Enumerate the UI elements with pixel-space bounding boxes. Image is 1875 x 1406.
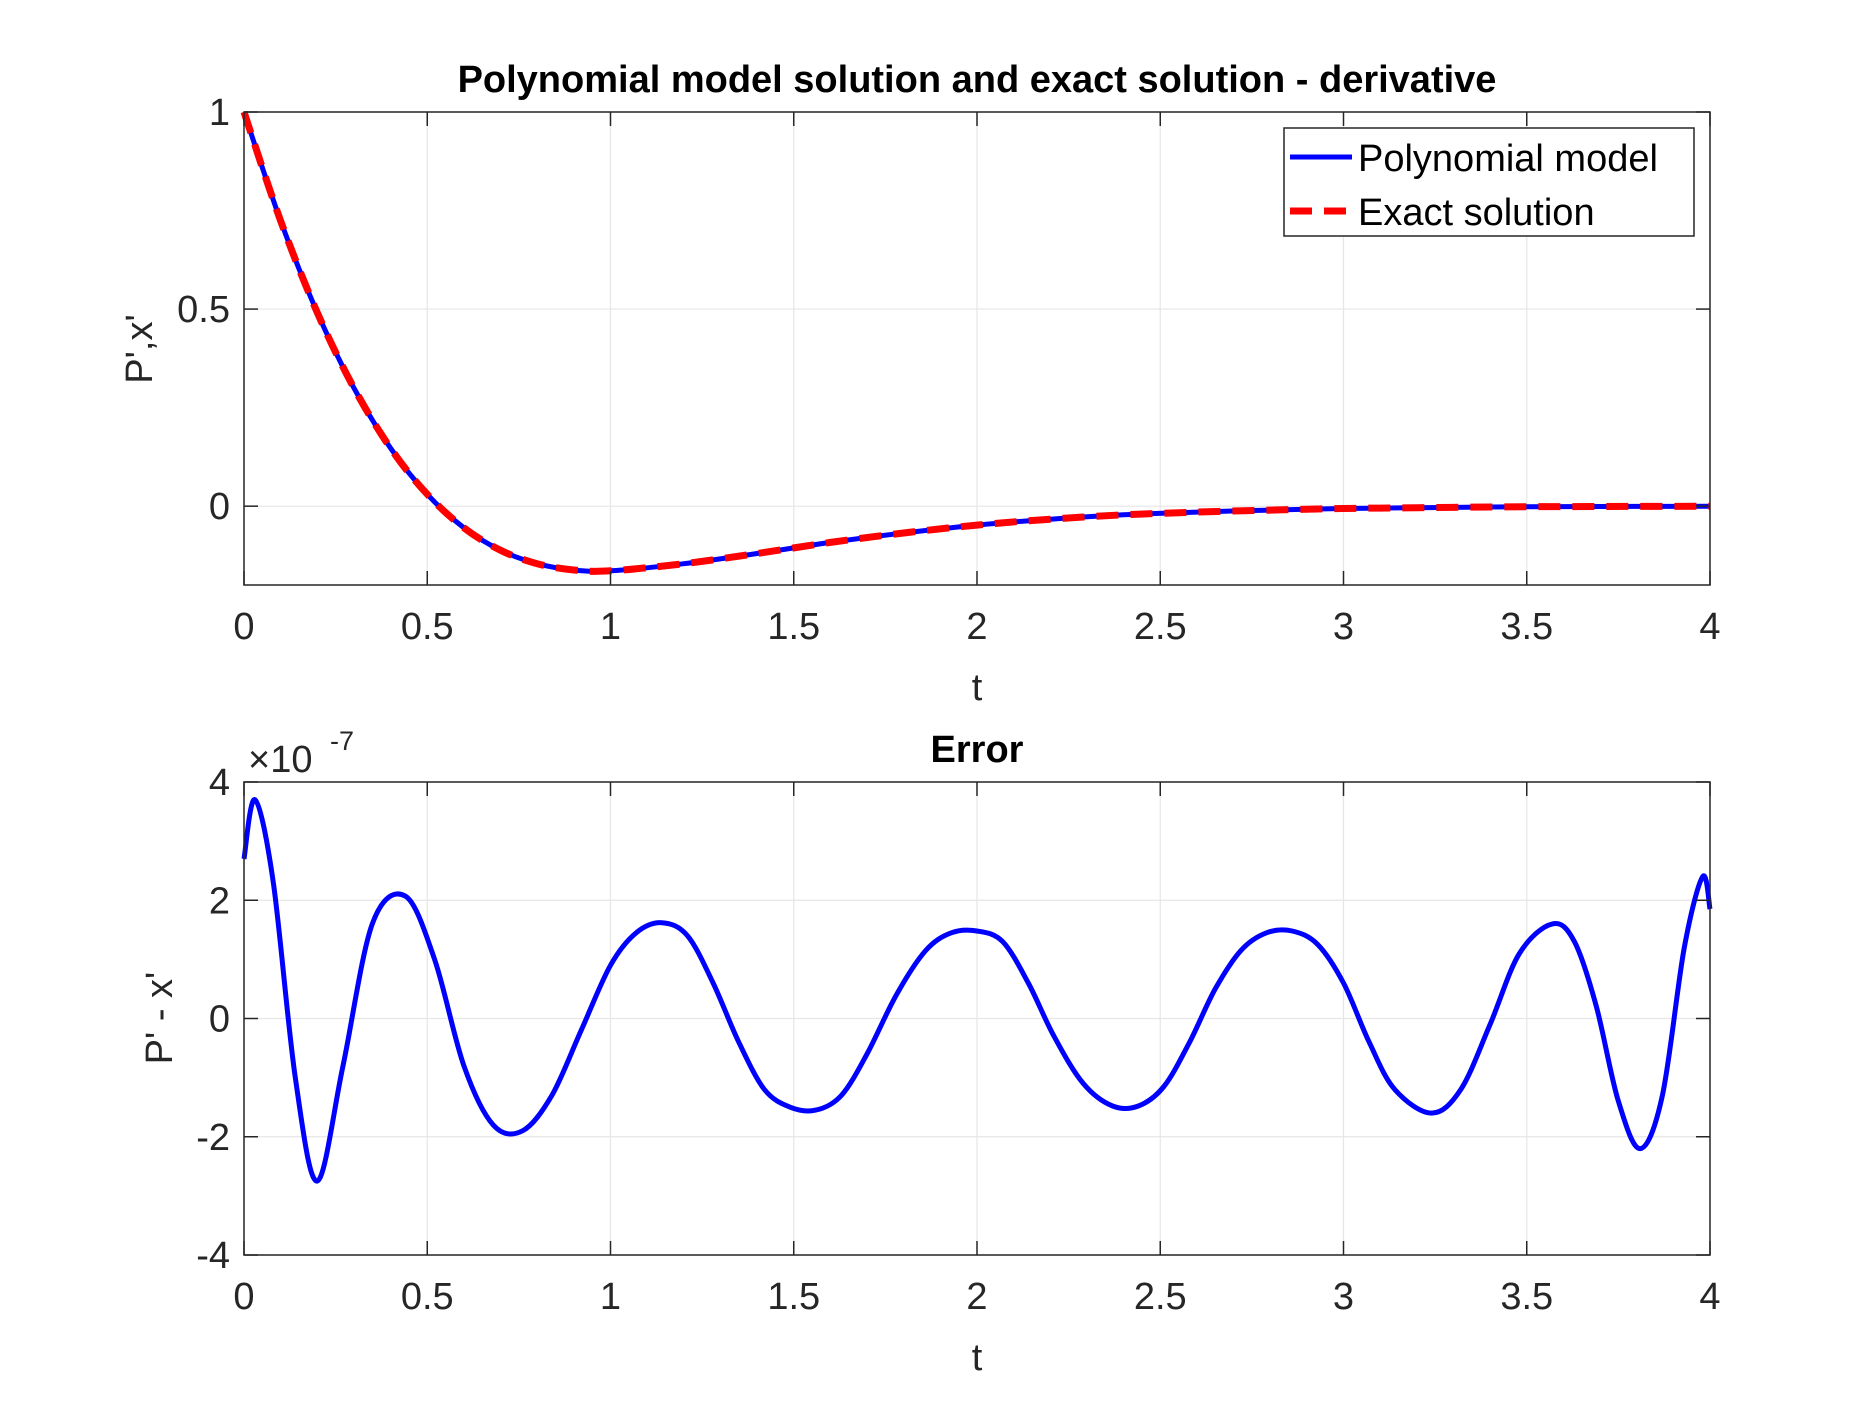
x-tick-label: 2 <box>966 606 987 648</box>
y-axis-exponent-power: -7 <box>330 726 354 756</box>
series-layer <box>241 797 1713 1184</box>
axes-derivative: 0 0.5 1 1.5 2 2.5 3 3.5 4 0 0.5 1 Polynomial model … <box>119 59 1721 709</box>
y-tick-label: -2 <box>196 1117 230 1159</box>
x-tick-label: 0 <box>233 606 254 648</box>
x-tick-label: 2.5 <box>1134 606 1187 648</box>
x-axis-label: t <box>972 667 983 709</box>
chart-title: Polynomial model solution and exact solu… <box>458 59 1497 101</box>
x-tick-label: 1.5 <box>767 1276 820 1318</box>
legend-box <box>1283 127 1695 237</box>
x-tick-label: 1.5 <box>767 606 820 648</box>
y-axis-label: P',x' <box>119 314 161 383</box>
legend-label-exact-solution: Exact solution <box>1358 192 1595 234</box>
y-axis-label: P' - x' <box>139 972 181 1065</box>
y-tick-label: 0.5 <box>177 289 230 331</box>
x-tick-label: 2.5 <box>1134 1276 1187 1318</box>
y-tick-label: 0 <box>209 486 230 528</box>
series-layer <box>240 110 1711 575</box>
x-tick-label: 4 <box>1699 606 1720 648</box>
x-tick-label: 0 <box>233 1276 254 1318</box>
x-tick-label: 3.5 <box>1500 606 1553 648</box>
x-tick-label: 0.5 <box>401 1276 454 1318</box>
x-tick-label: 0.5 <box>401 606 454 648</box>
y-tick-label: 2 <box>209 880 230 922</box>
x-tick-label: 1 <box>600 1276 621 1318</box>
tick-layer: 0 0.5 1 1.5 2 2.5 3 3.5 4 -4 -2 0 2 4 <box>196 762 1720 1318</box>
x-tick-label: 3 <box>1333 1276 1354 1318</box>
x-tick-label: 1 <box>600 606 621 648</box>
chart-title: Error <box>931 729 1024 771</box>
x-tick-label: 3 <box>1333 606 1354 648</box>
y-axis-exponent: ×10 -7 <box>248 726 354 781</box>
series-line-error <box>241 797 1713 1184</box>
x-tick-label: 2 <box>966 1276 987 1318</box>
tick-layer: 0 0.5 1 1.5 2 2.5 3 3.5 4 0 0.5 1 <box>177 92 1720 648</box>
series-line-exact-solution <box>240 110 1711 575</box>
legend-label-polynomial-model: Polynomial model <box>1358 138 1658 180</box>
y-axis-exponent-base: ×10 <box>248 739 312 781</box>
y-tick-label: -4 <box>196 1235 230 1277</box>
y-tick-label: 1 <box>209 92 230 134</box>
y-tick-label: 0 <box>209 999 230 1041</box>
x-tick-label: 4 <box>1699 1276 1720 1318</box>
y-tick-label: 4 <box>209 762 230 804</box>
x-axis-label: t <box>972 1337 983 1379</box>
legend: Polynomial model Exact solution <box>1283 127 1695 237</box>
axes-error: 0 0.5 1 1.5 2 2.5 3 3.5 4 -4 -2 0 2 4 Error t P' - x'… <box>139 726 1721 1379</box>
x-tick-label: 3.5 <box>1500 1276 1553 1318</box>
